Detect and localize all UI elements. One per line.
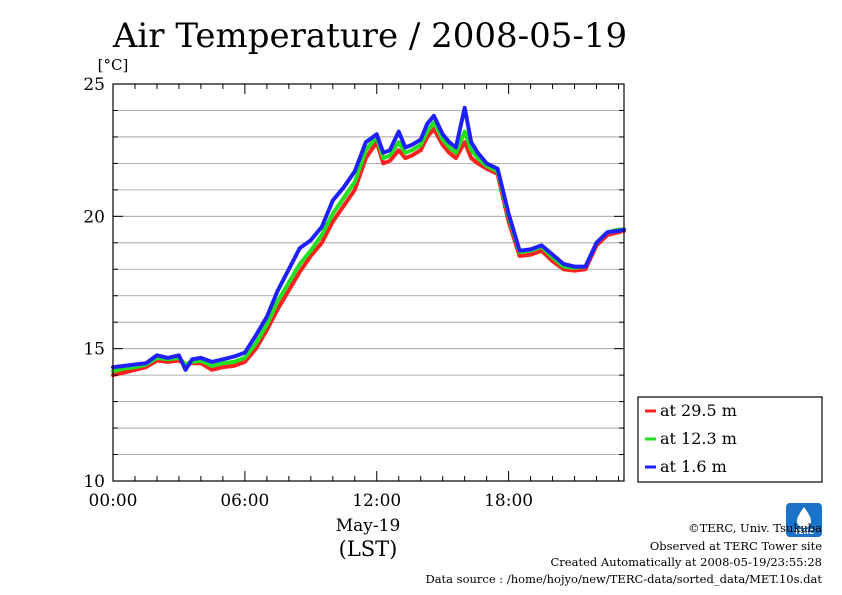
legend-box [637, 396, 823, 483]
x-tick-label: 18:00 [484, 491, 533, 511]
x-axis-sublabel: (LST) [339, 537, 398, 561]
terc-logo: TERC [786, 503, 822, 537]
plot-frame [112, 83, 625, 482]
y-tick-label: 20 [83, 207, 105, 227]
y-tick-label: 25 [83, 75, 105, 95]
series-line [111, 127, 626, 378]
footer-copyright: ©TERC, Univ. Tsukuba [688, 521, 822, 535]
legend-label: at 12.3 m [660, 429, 737, 448]
x-tick-label: 06:00 [220, 491, 269, 511]
y-axis-unit: [°C] [98, 56, 129, 74]
series-line [111, 105, 626, 372]
y-tick-labels: 10 15 20 25 [83, 75, 105, 492]
x-tick-label: 12:00 [352, 491, 401, 511]
y-tick-label: 10 [83, 472, 105, 492]
series-line [111, 120, 626, 374]
grid-lines [113, 110, 624, 455]
series-lines [111, 105, 626, 378]
footer-observed: Observed at TERC Tower site [650, 539, 822, 553]
legend: at 29.5 m at 12.3 m at 1.6 m [637, 396, 823, 483]
legend-label: at 1.6 m [660, 457, 727, 476]
x-axis-label: May-19 [336, 516, 401, 536]
water-drop-icon [797, 507, 811, 528]
footer-data-source: Data source : /home/hojyo/new/TERC-data/… [425, 572, 822, 586]
x-tick-label: 00:00 [89, 491, 138, 511]
axis-ticks [112, 83, 624, 482]
x-tick-labels: 00:00 06:00 12:00 18:00 [89, 491, 534, 511]
y-tick-label: 15 [83, 340, 105, 360]
logo-text: TERC [794, 528, 814, 536]
chart-title: Air Temperature / 2008-05-19 [112, 16, 627, 56]
footer-created: Created Automatically at 2008-05-19/23:5… [551, 555, 823, 569]
legend-label: at 29.5 m [660, 401, 737, 420]
